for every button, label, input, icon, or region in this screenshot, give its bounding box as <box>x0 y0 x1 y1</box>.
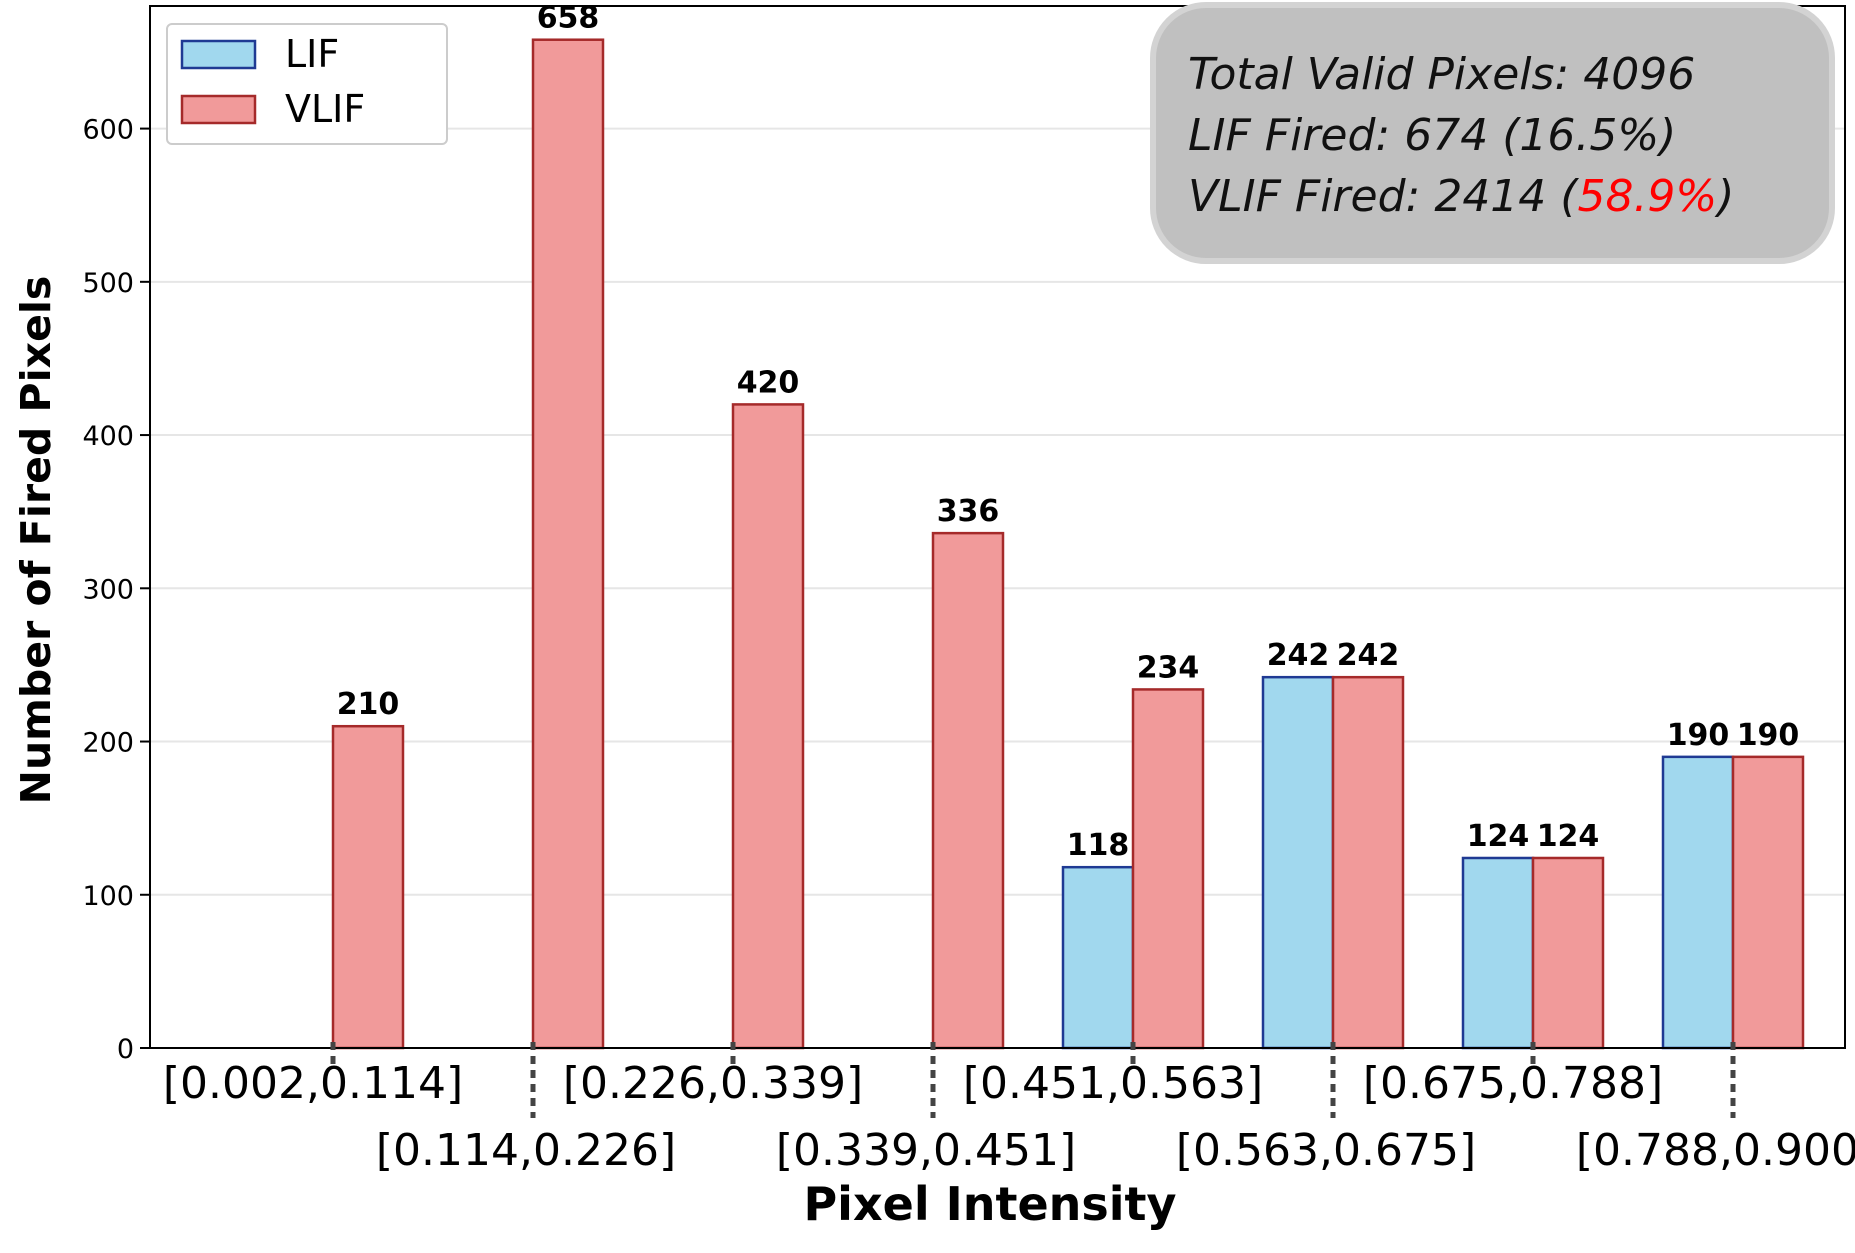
bar-vlif <box>1331 675 1405 1050</box>
bar-value-label: 118 <box>1067 828 1130 863</box>
legend-swatch-vlif <box>180 94 257 125</box>
x-category-label: [0.675,0.788] <box>1363 1058 1663 1109</box>
bar-vlif <box>331 724 405 1050</box>
y-tick-label: 100 <box>82 881 134 912</box>
x-axis-title: Pixel Intensity <box>803 1177 1176 1231</box>
stats-vlif-prefix: VLIF Fired: 2414 ( <box>1188 171 1578 222</box>
x-category-label: [0.002,0.114] <box>163 1058 463 1109</box>
legend-label-vlif: VLIF <box>285 87 365 131</box>
bar-value-label: 124 <box>1537 819 1600 854</box>
stats-vlif-fired: VLIF Fired: 2414 (58.9%) <box>1188 166 1799 227</box>
bar-value-label: 190 <box>1737 718 1800 753</box>
bar-vlif <box>531 38 605 1050</box>
legend-label-lif: LIF <box>285 32 339 76</box>
y-tick-label: 500 <box>82 268 134 299</box>
x-category-label: [0.226,0.339] <box>563 1058 863 1109</box>
bar-value-label: 336 <box>937 494 1000 529</box>
bar-value-label: 210 <box>337 687 400 722</box>
y-tick-label: 0 <box>117 1034 134 1065</box>
bar-vlif <box>1131 688 1205 1050</box>
bar-lif <box>1061 865 1135 1050</box>
y-axis: 0 100 200 300 400 500 600 <box>82 115 150 1065</box>
bar-value-label: 242 <box>1337 638 1400 673</box>
bar-lif <box>1661 755 1735 1050</box>
bar-vlif <box>1731 755 1805 1050</box>
bar-lif <box>1461 856 1535 1050</box>
plot-frame <box>149 5 1846 1049</box>
bar-vlif <box>1531 856 1605 1050</box>
x-category-label: [0.788,0.900] <box>1576 1125 1855 1176</box>
bar-value-label: 234 <box>1137 650 1200 685</box>
stats-annotation-box: Total Valid Pixels: 4096 LIF Fired: 674 … <box>1150 2 1835 264</box>
y-tick-label: 600 <box>82 115 134 146</box>
y-axis-title: Number of Fired Pixels <box>12 276 60 805</box>
stats-total-pixels: Total Valid Pixels: 4096 <box>1188 49 1696 100</box>
x-category-label: [0.339,0.451] <box>776 1125 1076 1176</box>
stats-vlif-suffix: ) <box>1717 171 1735 222</box>
bar-vlif <box>731 403 805 1050</box>
x-category-label: [0.114,0.226] <box>376 1125 676 1176</box>
y-tick-label: 200 <box>82 728 134 759</box>
x-category-label: [0.451,0.563] <box>963 1058 1263 1109</box>
stats-lif-fired: LIF Fired: 674 (16.5%) <box>1188 110 1677 161</box>
legend: LIF VLIF <box>166 23 448 145</box>
x-axis: [0.002,0.114] [0.114,0.226] [0.226,0.339] [… <box>163 1042 1855 1176</box>
stats-vlif-percentage: 58.9% <box>1577 171 1718 222</box>
bar-lif <box>1261 675 1335 1050</box>
bar-value-label: 658 <box>537 1 600 36</box>
data-labels: 118 242 124 190 210 658 420 336 234 242 124 190 <box>337 1 1800 863</box>
bar-value-label: 420 <box>737 365 800 400</box>
bar-value-label: 124 <box>1467 819 1530 854</box>
bar-value-label: 242 <box>1267 638 1330 673</box>
y-tick-label: 300 <box>82 574 134 605</box>
legend-swatch-lif <box>180 39 257 70</box>
bar-vlif <box>931 531 1005 1050</box>
bar-value-label: 190 <box>1667 718 1730 753</box>
x-category-label: [0.563,0.675] <box>1176 1125 1476 1176</box>
y-tick-label: 400 <box>82 421 134 452</box>
